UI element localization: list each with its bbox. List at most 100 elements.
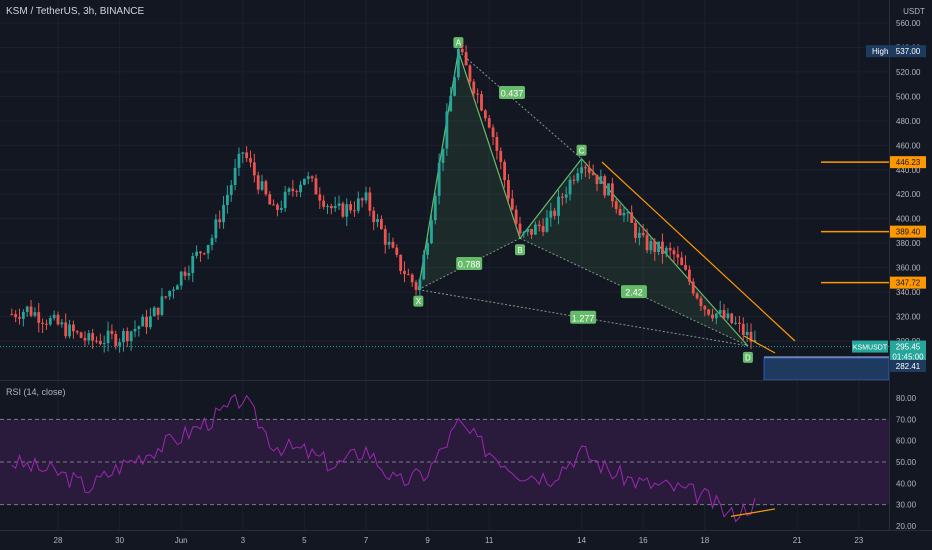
candle xyxy=(707,309,711,315)
candle xyxy=(553,210,557,216)
candle xyxy=(152,307,156,317)
candle xyxy=(110,330,114,335)
candle xyxy=(749,331,753,342)
candle xyxy=(160,296,164,315)
price-tick-label: 400.00 xyxy=(896,215,921,224)
candle xyxy=(29,306,33,316)
candlesticks[interactable] xyxy=(10,43,757,353)
candle xyxy=(564,194,568,198)
time-tick-label: 21 xyxy=(793,536,802,545)
candle xyxy=(360,198,364,201)
candle xyxy=(734,322,737,324)
time-tick-label: 3 xyxy=(241,536,246,545)
rsi-divergence-line xyxy=(730,508,776,517)
candle xyxy=(187,272,191,276)
candle xyxy=(41,322,44,324)
candle xyxy=(468,65,472,82)
candle xyxy=(676,254,680,258)
price-tick-label: 420.00 xyxy=(896,190,921,199)
drawing-lines[interactable] xyxy=(0,161,890,381)
candle xyxy=(526,228,530,232)
rsi-axis[interactable]: 80.00 70.00 60.00 50.00 40.00 30.00 20.00 xyxy=(896,394,917,531)
symbol-tag: KSMUSDT xyxy=(853,345,888,352)
candle xyxy=(279,207,283,210)
price-tick-label: 440.00 xyxy=(896,166,921,175)
rsi-background xyxy=(0,418,889,506)
candle xyxy=(387,241,391,245)
candle xyxy=(661,241,664,254)
candle xyxy=(52,314,56,319)
candle xyxy=(291,188,295,192)
candle xyxy=(441,148,445,163)
candle xyxy=(688,269,691,282)
candle xyxy=(634,222,637,238)
price-tick-label: 320.00 xyxy=(896,313,921,322)
candle xyxy=(457,48,460,78)
candle xyxy=(395,247,399,255)
candle xyxy=(472,81,476,94)
rsi-title[interactable]: RSI (14, close) xyxy=(6,387,66,397)
pattern-leg xyxy=(457,50,521,239)
level-tag-2: 389.40 xyxy=(896,228,921,237)
rsi-tick-label: 30.00 xyxy=(896,501,917,510)
time-tick-label: 5 xyxy=(302,536,307,545)
candle xyxy=(168,290,172,297)
currency-label[interactable]: USDT xyxy=(903,7,925,16)
candle xyxy=(353,210,356,212)
candle xyxy=(276,204,279,210)
candle xyxy=(137,326,141,329)
pattern-leg xyxy=(519,158,583,239)
rsi-pane[interactable] xyxy=(11,393,776,523)
candle xyxy=(399,254,403,271)
candle xyxy=(295,191,299,193)
time-tick-label: 7 xyxy=(364,536,369,545)
candle xyxy=(691,281,695,294)
ratio-box xyxy=(499,85,525,99)
candle xyxy=(68,324,71,337)
candle xyxy=(349,204,352,211)
candle xyxy=(333,205,337,209)
candle xyxy=(560,196,564,198)
candle xyxy=(383,229,387,245)
candle xyxy=(210,238,214,245)
pattern-point-label: D xyxy=(745,353,751,362)
candle xyxy=(753,340,757,342)
symbol-title[interactable]: KSM / TetherUS, 3h, BINANCE xyxy=(6,6,145,17)
candle xyxy=(491,127,495,138)
candle xyxy=(487,118,491,128)
pattern-point-b xyxy=(515,244,525,256)
price-tick-label: 480.00 xyxy=(896,117,921,126)
rsi-tick-label: 70.00 xyxy=(896,415,917,424)
candle xyxy=(118,342,121,346)
support-price: 282.41 xyxy=(896,362,921,371)
time-tick-label: 18 xyxy=(700,536,709,545)
candle xyxy=(214,219,218,239)
candle xyxy=(341,203,345,217)
ratio-box xyxy=(456,256,483,270)
price-tick-label: 520.00 xyxy=(896,68,921,77)
candle xyxy=(172,289,175,291)
pattern-point-d xyxy=(742,351,753,363)
ratio-box xyxy=(570,310,597,324)
candle xyxy=(376,219,379,223)
candle xyxy=(345,204,349,217)
candle xyxy=(256,175,260,190)
candle xyxy=(125,330,129,342)
time-axis[interactable]: 28 30 Jun 3 5 7 9 11 14 16 18 21 23 xyxy=(54,536,864,545)
candle xyxy=(730,313,734,324)
candle xyxy=(303,178,306,185)
candle xyxy=(403,270,406,275)
candle xyxy=(618,209,622,216)
price-tick-label: 460.00 xyxy=(896,141,921,150)
rsi-tick-label: 60.00 xyxy=(896,437,917,446)
candle xyxy=(649,241,653,251)
rsi-tick-label: 50.00 xyxy=(896,458,917,467)
candle xyxy=(645,235,649,251)
ratio-label: 1.277 xyxy=(572,313,595,323)
candle xyxy=(87,333,91,341)
candle xyxy=(460,48,464,53)
candle xyxy=(310,176,314,179)
pattern-fill-xab xyxy=(418,51,520,290)
candle xyxy=(156,307,160,315)
